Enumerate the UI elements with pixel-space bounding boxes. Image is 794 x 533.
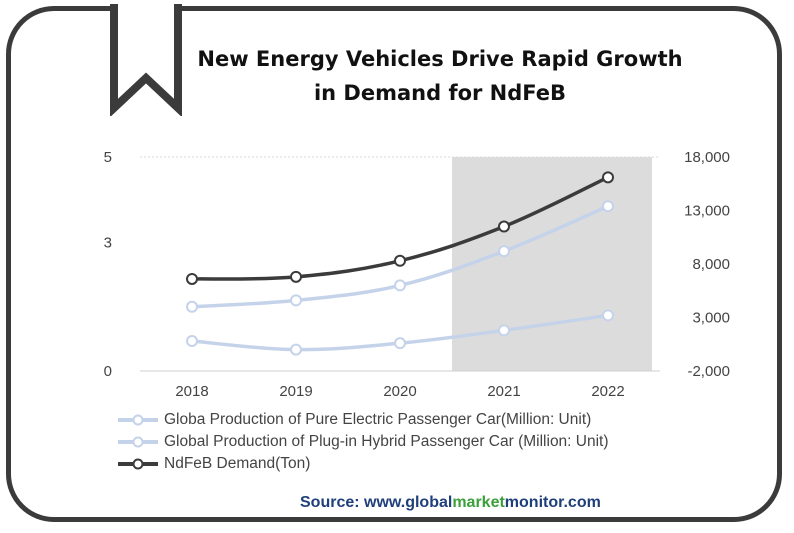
bookmark-icon — [110, 4, 182, 116]
legend-marker-plug-in-hybrid — [118, 436, 158, 448]
x-tick-label: 2020 — [383, 383, 416, 400]
left-tick-label: 0 — [104, 363, 112, 380]
source-prefix: Source: www. — [300, 494, 406, 511]
right-tick-label: 13,000 — [684, 203, 730, 220]
chart-legend: Globa Production of Pure Electric Passen… — [118, 409, 609, 475]
legend-label-ndfeb-demand: NdFeB Demand(Ton) — [164, 455, 311, 472]
data-point-plug-in-hybrid — [290, 343, 302, 356]
source-suffix: .com — [563, 494, 601, 511]
legend-marker-ndfeb-demand — [118, 458, 158, 470]
data-point-plug-in-hybrid — [602, 309, 614, 322]
chart-plot: 0 3 5 -2,000 3,000 8,000 13,000 18,000 2018 2019 2… — [104, 149, 730, 400]
data-point-pure-electric — [394, 279, 406, 292]
left-tick-label: 5 — [104, 149, 112, 166]
chart-title: New Energy Vehicles Drive Rapid Growth i… — [180, 42, 700, 110]
data-point-ndfeb-demand — [290, 270, 302, 283]
data-point-plug-in-hybrid — [498, 324, 510, 337]
source-credit: Source: www.globalmarketmonitor.com — [300, 494, 601, 512]
data-point-ndfeb-demand — [186, 272, 198, 285]
legend-item-pure-electric: Globa Production of Pure Electric Passen… — [118, 409, 609, 431]
right-tick-label: 18,000 — [684, 149, 730, 166]
data-point-plug-in-hybrid — [186, 335, 198, 348]
legend-label-pure-electric: Globa Production of Pure Electric Passen… — [164, 411, 592, 428]
highlight-band — [452, 157, 652, 371]
data-point-pure-electric — [498, 245, 510, 258]
source-part-monitor: monitor — [504, 494, 564, 511]
data-point-pure-electric — [290, 294, 302, 307]
left-tick-label: 3 — [104, 235, 112, 252]
right-tick-label: 8,000 — [692, 256, 730, 273]
x-tick-label: 2022 — [591, 383, 624, 400]
x-tick-label: 2018 — [175, 383, 208, 400]
data-point-pure-electric — [602, 200, 614, 213]
data-point-ndfeb-demand — [602, 171, 614, 184]
right-tick-label: 3,000 — [692, 310, 730, 327]
chart-title-line-1: New Energy Vehicles Drive Rapid Growth — [197, 47, 683, 71]
data-point-ndfeb-demand — [394, 254, 406, 267]
legend-item-ndfeb-demand: NdFeB Demand(Ton) — [118, 453, 609, 475]
data-point-pure-electric — [186, 300, 198, 313]
x-tick-label: 2019 — [279, 383, 312, 400]
data-point-ndfeb-demand — [498, 220, 510, 233]
legend-marker-pure-electric — [118, 414, 158, 426]
legend-item-plug-in-hybrid: Global Production of Plug-in Hybrid Pass… — [118, 431, 609, 453]
source-part-global: global — [405, 494, 453, 511]
data-point-plug-in-hybrid — [394, 337, 406, 350]
legend-label-plug-in-hybrid: Global Production of Plug-in Hybrid Pass… — [164, 433, 609, 450]
x-tick-label: 2021 — [487, 383, 520, 400]
chart-title-line-2: in Demand for NdFeB — [313, 81, 567, 105]
source-part-market: market — [452, 494, 505, 511]
right-tick-label: -2,000 — [687, 363, 730, 380]
